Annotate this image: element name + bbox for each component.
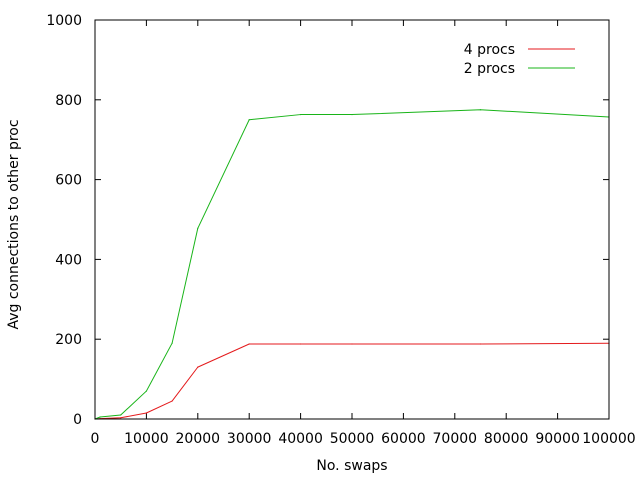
data-point [197, 227, 199, 229]
data-point [99, 416, 101, 418]
data-point [351, 343, 353, 345]
legend: 4 procs 2 procs [464, 42, 575, 77]
x-tick-label: 60000 [381, 431, 426, 447]
y-tick-label: 600 [55, 173, 82, 189]
y-tick-label: 800 [55, 93, 82, 109]
x-tick-label: 30000 [227, 431, 272, 447]
series-lines [94, 109, 610, 420]
data-point [197, 366, 199, 368]
x-tick-label: 90000 [535, 431, 580, 447]
data-point [351, 113, 353, 116]
series-line [94, 109, 610, 420]
series-1 [94, 342, 610, 420]
data-point [300, 113, 302, 116]
y-axis-label: Avg connections to other proc [6, 119, 22, 329]
data-point [120, 414, 122, 416]
x-tick-label: 0 [91, 431, 100, 447]
data-point [145, 390, 147, 392]
plot-frame [94, 19, 610, 420]
x-tick-label: 20000 [176, 431, 221, 447]
y-tick-label: 200 [55, 332, 82, 348]
x-tick-label: 70000 [433, 431, 478, 447]
x-tick-label: 50000 [330, 431, 375, 447]
tick-labels: 0 10000 20000 30000 40000 50000 60000 70000 8000… [46, 13, 635, 447]
data-point [479, 343, 482, 345]
x-tick-label: 10000 [124, 431, 169, 447]
legend-label: 4 procs [464, 42, 515, 58]
legend-item: 4 procs [464, 42, 575, 58]
data-point [248, 343, 250, 345]
y-tick-label: 1000 [46, 13, 82, 29]
series-2 [94, 109, 610, 420]
data-point [300, 343, 302, 345]
legend-item: 2 procs [464, 61, 575, 77]
y-tick-label: 0 [73, 412, 82, 428]
legend-label: 2 procs [464, 61, 515, 77]
data-point [171, 342, 173, 344]
y-tick-label: 400 [55, 252, 82, 268]
x-tick-label: 80000 [484, 431, 529, 447]
x-tick-label: 40000 [278, 431, 323, 447]
data-point [145, 412, 147, 414]
x-axis-label: No. swaps [316, 458, 387, 474]
axis-ticks [94, 19, 610, 420]
data-point [171, 400, 173, 402]
data-point [248, 119, 250, 121]
data-point [120, 417, 122, 419]
series-line [94, 342, 610, 420]
data-point [479, 109, 482, 111]
x-tick-label: 100000 [582, 431, 635, 447]
